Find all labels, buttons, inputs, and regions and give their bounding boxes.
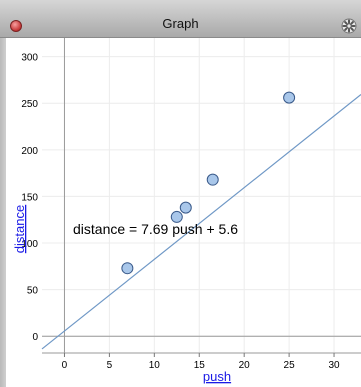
gear-icon[interactable] (341, 18, 357, 34)
data-point[interactable] (179, 201, 192, 214)
data-points (121, 91, 296, 275)
y-axis-label[interactable]: distance (12, 205, 27, 253)
x-tick-label: 15 (194, 360, 206, 371)
equation-label[interactable]: distance = 7.69 push + 5.6 (73, 221, 238, 237)
y-tick-label: 150 (21, 192, 38, 203)
close-button-icon[interactable] (10, 20, 22, 32)
data-point[interactable] (283, 91, 296, 104)
y-tick-label: 300 (21, 53, 38, 64)
y-tick-label: 250 (21, 99, 38, 110)
x-axis-label[interactable]: push (203, 369, 231, 384)
x-tick-label: 25 (284, 360, 296, 371)
window-titlebar: Graph (0, 0, 361, 38)
plot-axes (42, 38, 361, 354)
data-point[interactable] (206, 173, 219, 186)
fit-line[interactable] (41, 94, 361, 350)
x-tick-label: 10 (149, 360, 161, 371)
x-tick-label: 30 (328, 360, 340, 371)
x-tick-label: 20 (239, 360, 251, 371)
y-tick-label: 200 (21, 146, 38, 157)
data-point[interactable] (170, 210, 183, 223)
y-tick-label: 50 (27, 286, 39, 297)
x-tick-label: 0 (62, 360, 68, 371)
x-tick-label: 5 (107, 360, 113, 371)
plot-grid (42, 38, 361, 353)
window-title: Graph (162, 16, 199, 31)
y-tick-label: 100 (21, 239, 38, 250)
window-left-edge (0, 38, 6, 387)
data-point[interactable] (121, 262, 134, 275)
y-tick-label: 0 (32, 332, 38, 343)
